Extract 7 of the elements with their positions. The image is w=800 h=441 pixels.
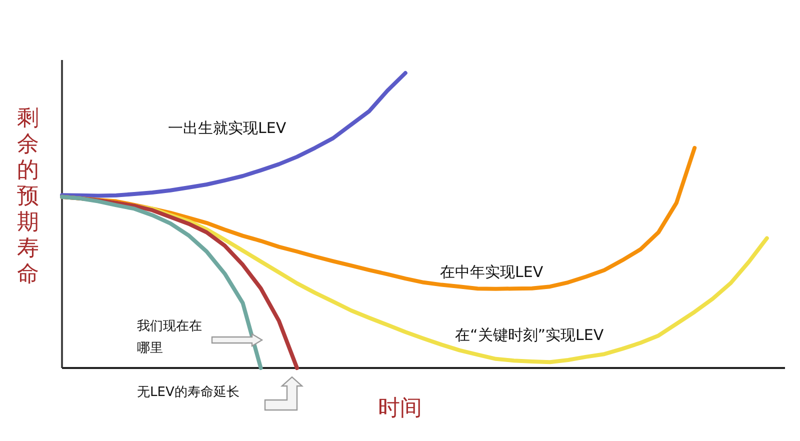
x-axis-title: 时间 <box>378 396 422 421</box>
y-axis-title: 剩余的预期寿命 <box>17 106 39 287</box>
annotation: 我们现在在哪里 <box>137 319 202 356</box>
series-label: 一出生就实现LEV <box>168 119 287 137</box>
text: 无LEV的寿命延长 <box>137 385 240 400</box>
series-label: 在中年实现LEV <box>440 263 544 281</box>
series-label: 在“关键时刻”实现LEV <box>455 326 604 344</box>
